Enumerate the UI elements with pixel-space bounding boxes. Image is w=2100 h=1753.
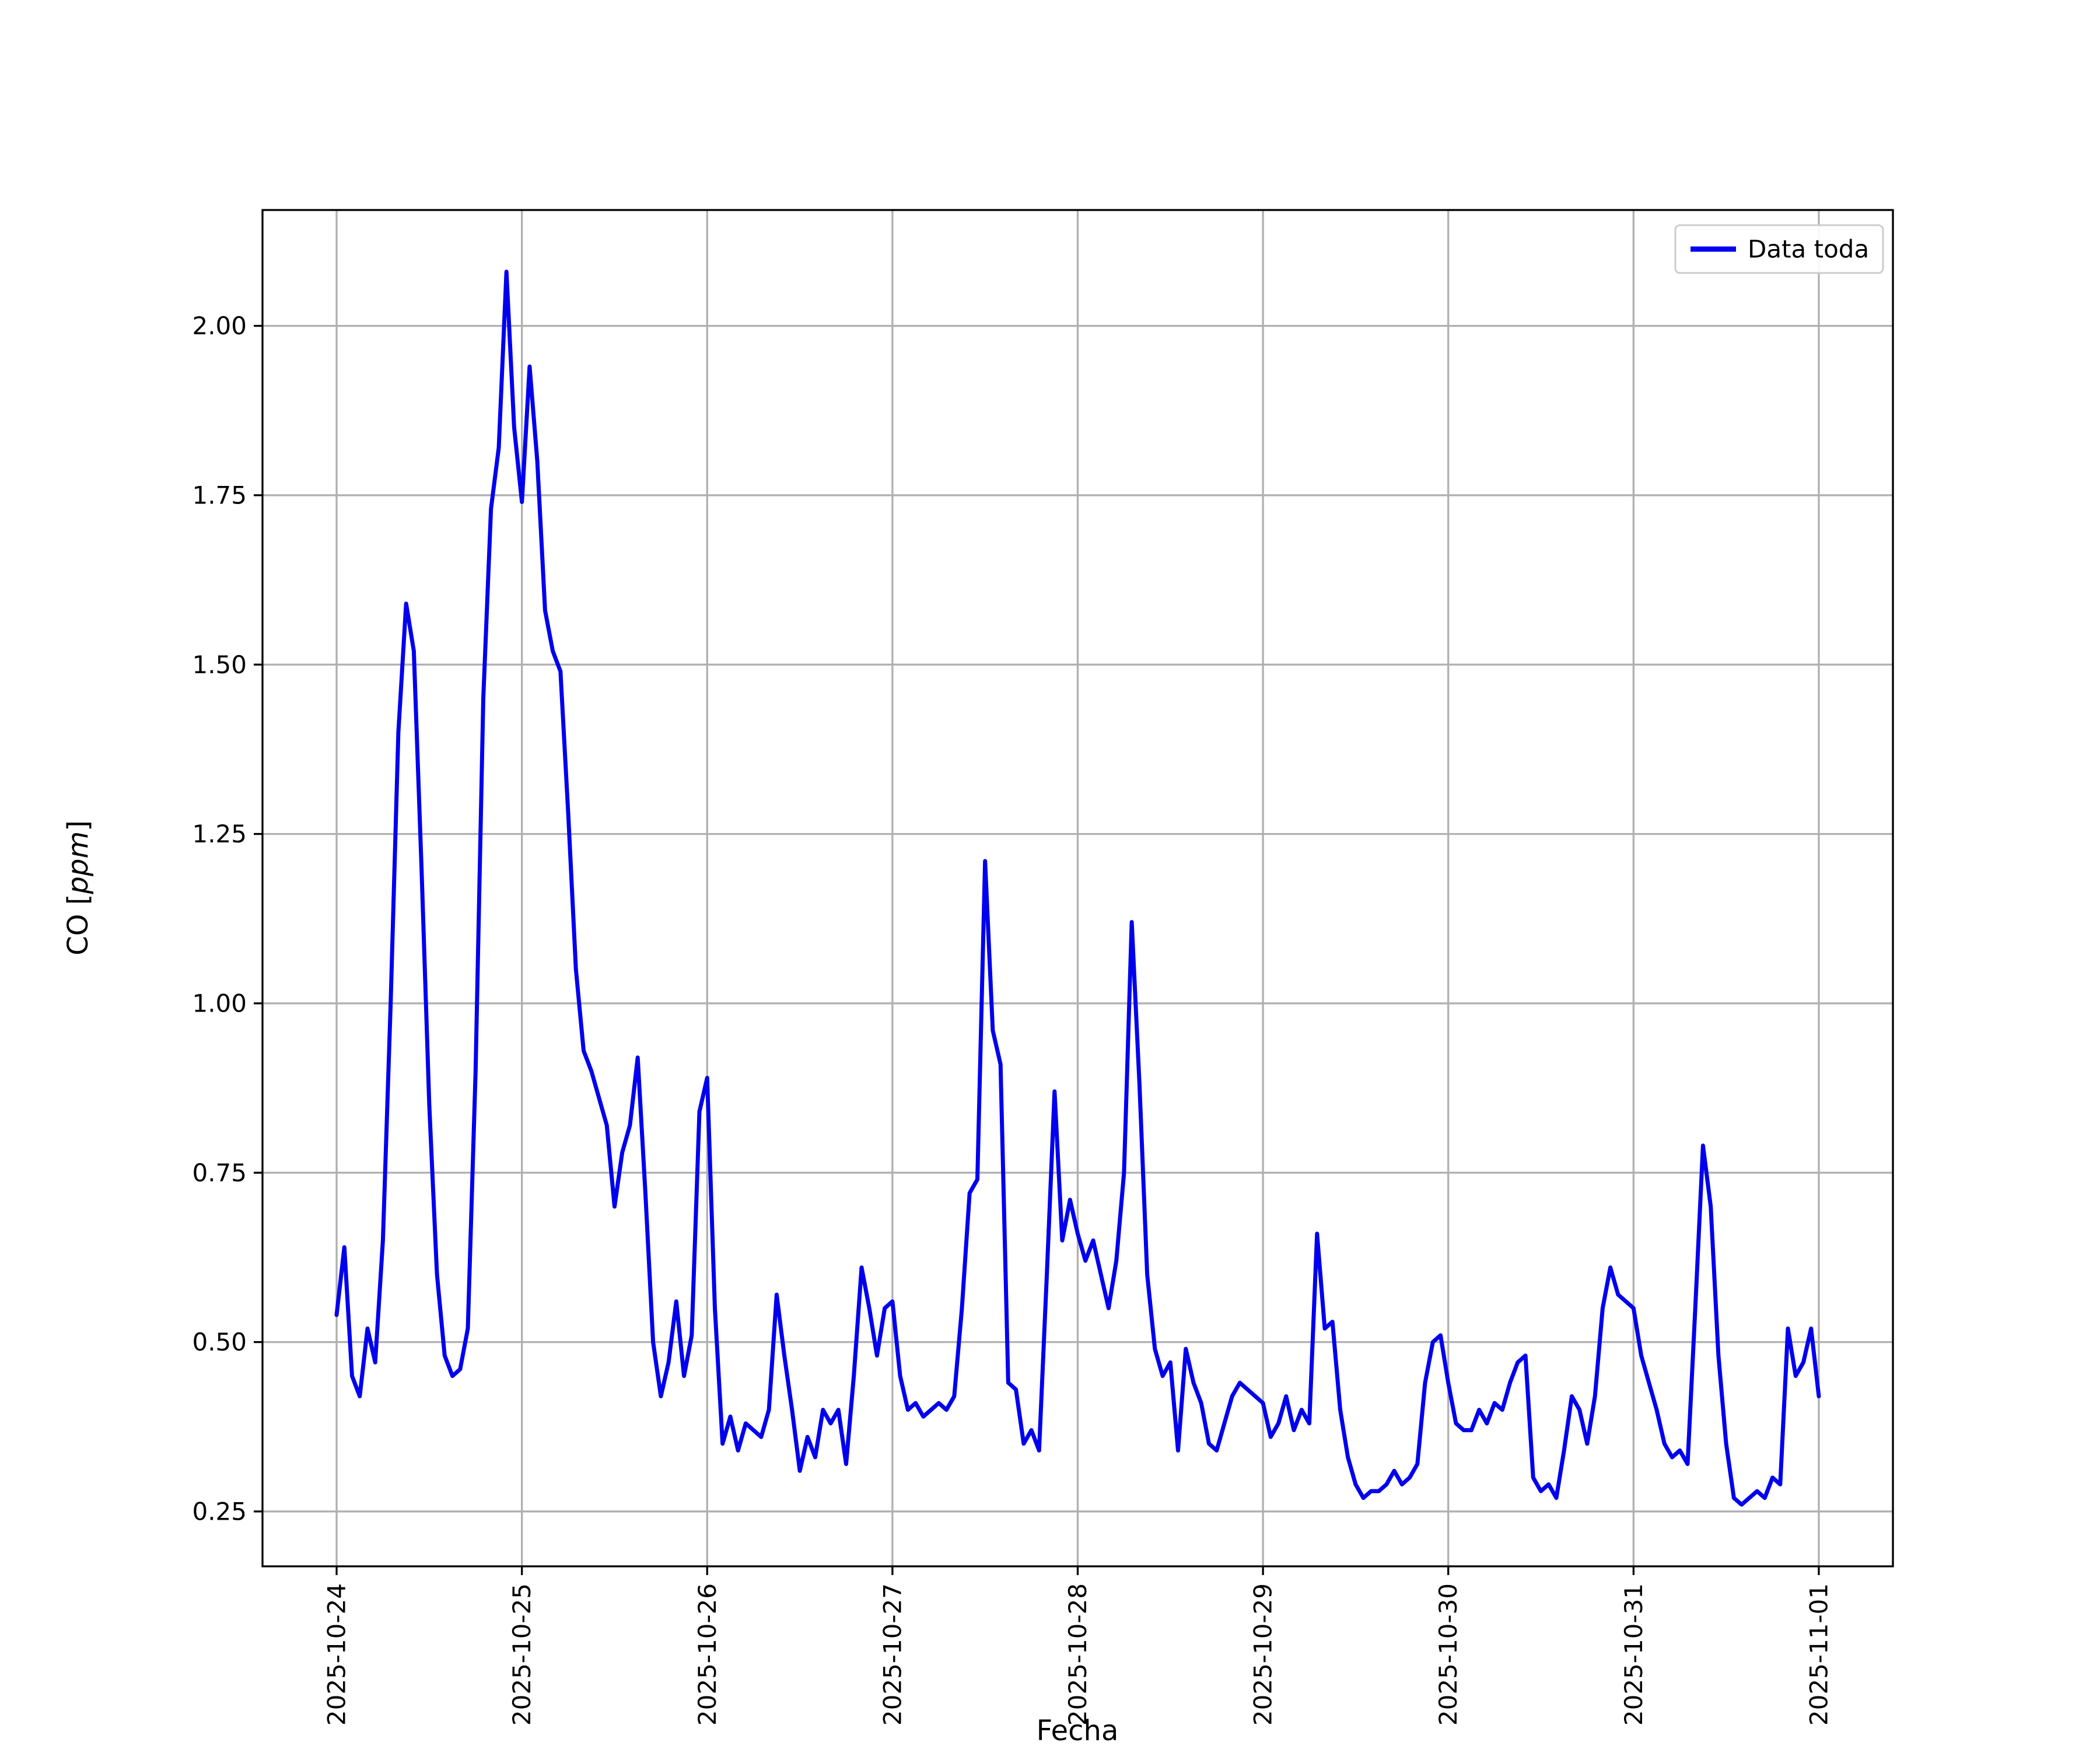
x-tick-label: 2025-10-24 bbox=[323, 1583, 351, 1726]
grid-layer bbox=[262, 210, 1893, 1566]
x-tick-label: 2025-10-27 bbox=[878, 1583, 907, 1726]
legend-label: Data toda bbox=[1748, 235, 1869, 264]
y-axis-label: CO [ppm] bbox=[62, 820, 94, 956]
x-tick-label: 2025-10-26 bbox=[693, 1583, 722, 1726]
x-tick-label: 2025-10-31 bbox=[1619, 1583, 1648, 1726]
y-tick-label: 1.25 bbox=[192, 820, 247, 848]
x-tick-label: 2025-10-28 bbox=[1063, 1583, 1092, 1726]
y-axis-label-units: ppm bbox=[62, 831, 94, 895]
legend-box bbox=[1674, 224, 1884, 274]
y-axis-label-suffix: ] bbox=[62, 820, 94, 831]
x-tick-label: 2025-10-29 bbox=[1249, 1583, 1278, 1726]
legend: Data toda bbox=[1674, 224, 1884, 274]
y-tick-label: 1.50 bbox=[192, 650, 247, 679]
y-tick-label: 0.75 bbox=[192, 1159, 247, 1187]
tick-layer: 2025-10-24 2025-10-25 2025-10-26 2025-10-27… bbox=[192, 312, 1833, 1726]
y-tick-label: 2.00 bbox=[192, 312, 247, 340]
x-axis-label: Fecha bbox=[1037, 1714, 1119, 1747]
data-line bbox=[334, 270, 1821, 1507]
y-axis-label-prefix: CO [ bbox=[62, 894, 94, 956]
x-tick-label: 2025-10-25 bbox=[508, 1583, 536, 1726]
x-tick-label: 2025-11-01 bbox=[1804, 1583, 1833, 1726]
y-tick-label: 1.00 bbox=[192, 989, 247, 1017]
y-tick-label: 0.25 bbox=[192, 1497, 247, 1525]
y-tick-label: 1.75 bbox=[192, 481, 247, 509]
y-tick-label: 0.50 bbox=[192, 1328, 247, 1356]
x-tick-label: 2025-10-30 bbox=[1434, 1583, 1462, 1726]
